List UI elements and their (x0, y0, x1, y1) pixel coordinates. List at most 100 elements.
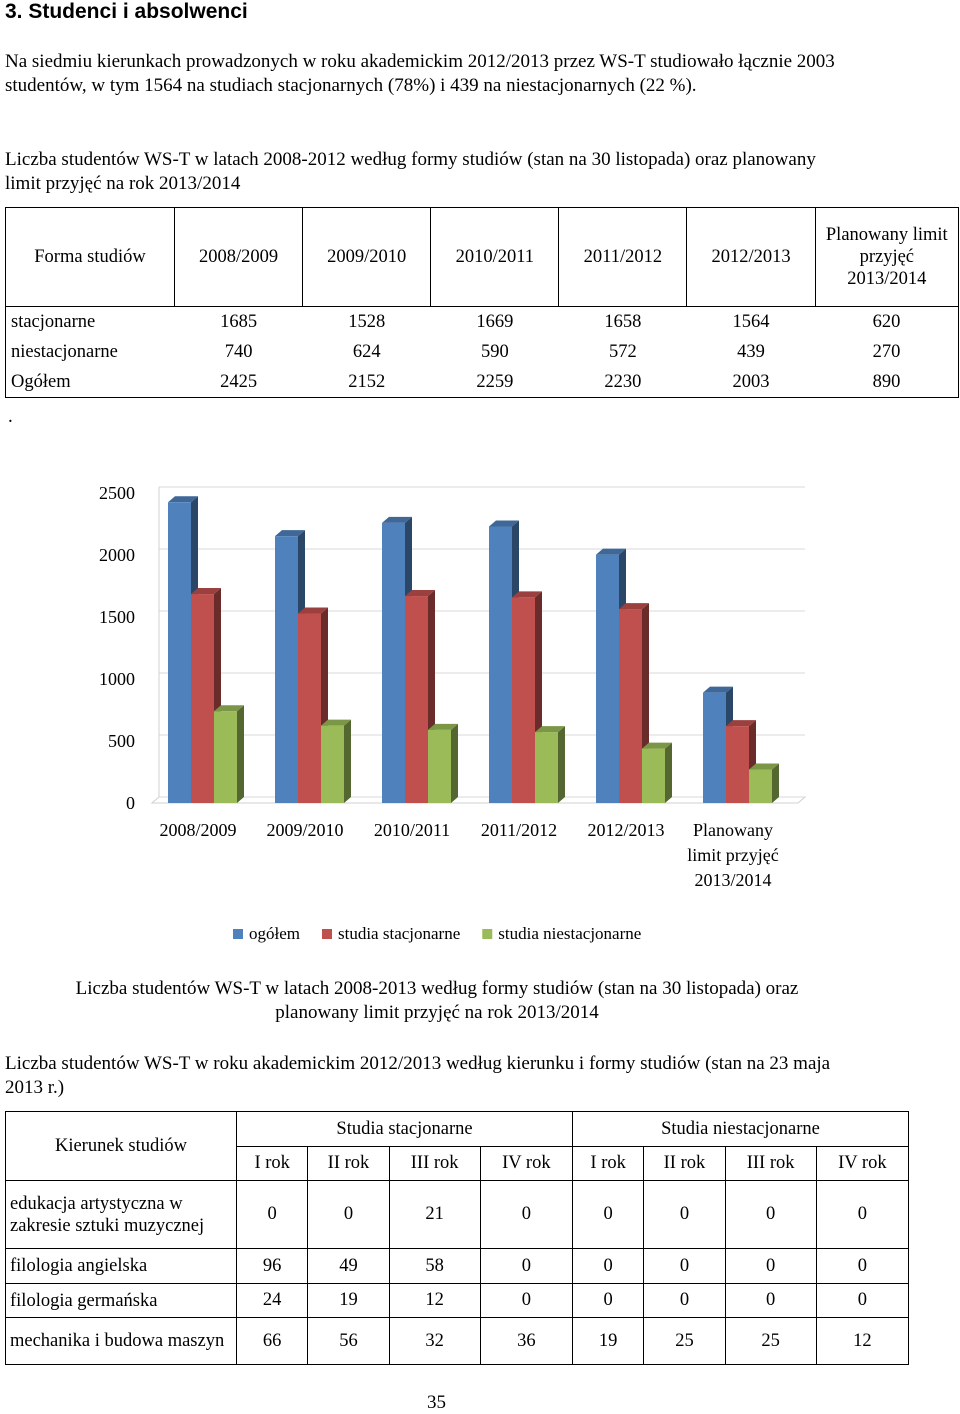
year-cell: I rok (571, 1146, 645, 1181)
cell: 0 (643, 1180, 726, 1249)
bar (382, 522, 405, 803)
cell: 620 (872, 311, 901, 332)
bar (405, 596, 428, 803)
bar-side (558, 726, 565, 803)
cell: edukacja artystyczna w zakresie sztuki m… (5, 1180, 237, 1249)
bar (298, 613, 321, 803)
table2-title: Liczba studentów WS-T w roku akademickim… (5, 1053, 831, 1098)
bar (642, 748, 665, 803)
cell: 66 (235, 1317, 309, 1365)
bar (428, 729, 451, 803)
bar-top (749, 763, 779, 770)
cell: 2003 (732, 371, 770, 392)
cell: 12 (388, 1283, 481, 1318)
cell: 0 (724, 1283, 817, 1318)
cell: 624 (352, 341, 381, 362)
bar-side (237, 705, 244, 803)
header-row: I rok II rok III rok IV rok I rok II rok III r… (6, 1146, 910, 1181)
row: mechanika i budowa maszyn 66 56 32 36 19 25 25 1… (5, 1317, 910, 1365)
cell: 12 (815, 1317, 910, 1365)
cell: 2259 (476, 371, 514, 392)
cell: 0 (307, 1180, 390, 1249)
header-cell: 2012/2013 (686, 207, 816, 307)
bar-side (772, 763, 779, 803)
header-cell: 2009/2010 (302, 207, 432, 307)
cell: 0 (815, 1248, 910, 1284)
cell: 32 (388, 1317, 481, 1365)
table1-title: Liczba studentów WS-T w latach 2008-2012… (5, 149, 816, 194)
cell: 890 (872, 371, 901, 392)
cell: 0 (643, 1283, 726, 1318)
stray-dot: . (8, 406, 13, 427)
legend-label: studia niestacjonarne (498, 924, 641, 943)
bar (726, 726, 749, 803)
cell: 0 (724, 1248, 817, 1284)
bar-top (703, 686, 733, 693)
y-tick-label: 2000 (99, 545, 135, 565)
cell: 56 (307, 1317, 390, 1365)
bar-top (321, 719, 351, 726)
cell: 439 (737, 341, 765, 362)
cell: 0 (479, 1180, 573, 1249)
bar-top (168, 496, 198, 503)
header-cell: 2008/2009 (174, 207, 304, 307)
cell: mechanika i budowa maszyn (5, 1317, 237, 1365)
header-cell: Planowany limit przyjęć 2013/2014 (815, 207, 959, 307)
legend-label: ogółem (249, 924, 300, 943)
bar (321, 725, 344, 803)
bar (512, 597, 535, 803)
bar-top (191, 588, 221, 595)
bar-top (512, 591, 542, 598)
bar (703, 692, 726, 803)
cell: 21 (388, 1180, 481, 1249)
y-tick-label: 1000 (99, 669, 135, 689)
bar (191, 594, 214, 803)
row: filologia germańska 24 19 12 0 0 0 0 0 (5, 1283, 910, 1318)
year-cell: IV rok (479, 1146, 573, 1181)
year-cell: IV rok (815, 1146, 910, 1181)
chart: 0 500 1000 1500 2000 2500 2008/2009 2009/2010 20… (99, 483, 807, 943)
cell: 2152 (348, 371, 386, 392)
cell: 1685 (220, 311, 258, 332)
x-tick-label: 2008/2009 (159, 820, 236, 840)
year-cell: I rok (235, 1146, 309, 1181)
cell: 19 (307, 1283, 390, 1318)
cell: 1669 (476, 311, 514, 332)
bar (749, 769, 772, 803)
table1: Forma studiów 2008/2009 2009/2010 2010/2011… (5, 207, 959, 398)
row: stacjonarne 1685 1528 1669 1658 1564 620 (6, 307, 959, 338)
cell: 1564 (732, 311, 770, 332)
cell: 0 (815, 1283, 910, 1318)
cell: 0 (479, 1248, 573, 1284)
cell: 2425 (220, 371, 258, 392)
bar-side (451, 723, 458, 803)
table2: Kierunek studiów Studia stacjonarne Studia… (5, 1111, 910, 1365)
bar-top (726, 720, 756, 727)
cell: 740 (224, 341, 253, 362)
cell: 0 (643, 1248, 726, 1284)
group-cell: Studia niestacjonarne (571, 1111, 910, 1147)
x-tick-label: 2010/2011 (374, 820, 450, 840)
bar-top (619, 603, 649, 610)
cell: 572 (609, 341, 637, 362)
cell: 25 (643, 1317, 726, 1365)
cell: 0 (571, 1180, 645, 1249)
bar (596, 554, 619, 803)
cell: 2230 (604, 371, 642, 392)
x-tick-label: 2009/2010 (266, 820, 343, 840)
bar (275, 536, 298, 803)
bar-top (275, 530, 305, 537)
heading: 3. Studenci i absolwenci (5, 0, 248, 23)
cell: 0 (815, 1180, 910, 1249)
cell: niestacjonarne (11, 341, 118, 362)
y-tick-label: 1500 (99, 607, 135, 627)
cell: 58 (388, 1248, 481, 1284)
header-row: Kierunek studiów Studia stacjonarne Studia… (5, 1111, 910, 1181)
bar-side (344, 719, 351, 803)
row: edukacja artystyczna w zakresie sztuki m… (5, 1180, 910, 1249)
year-cell: III rok (388, 1146, 481, 1181)
header-cell: 2011/2012 (558, 207, 688, 307)
bar-top (428, 723, 458, 730)
legend-swatch (233, 929, 243, 939)
